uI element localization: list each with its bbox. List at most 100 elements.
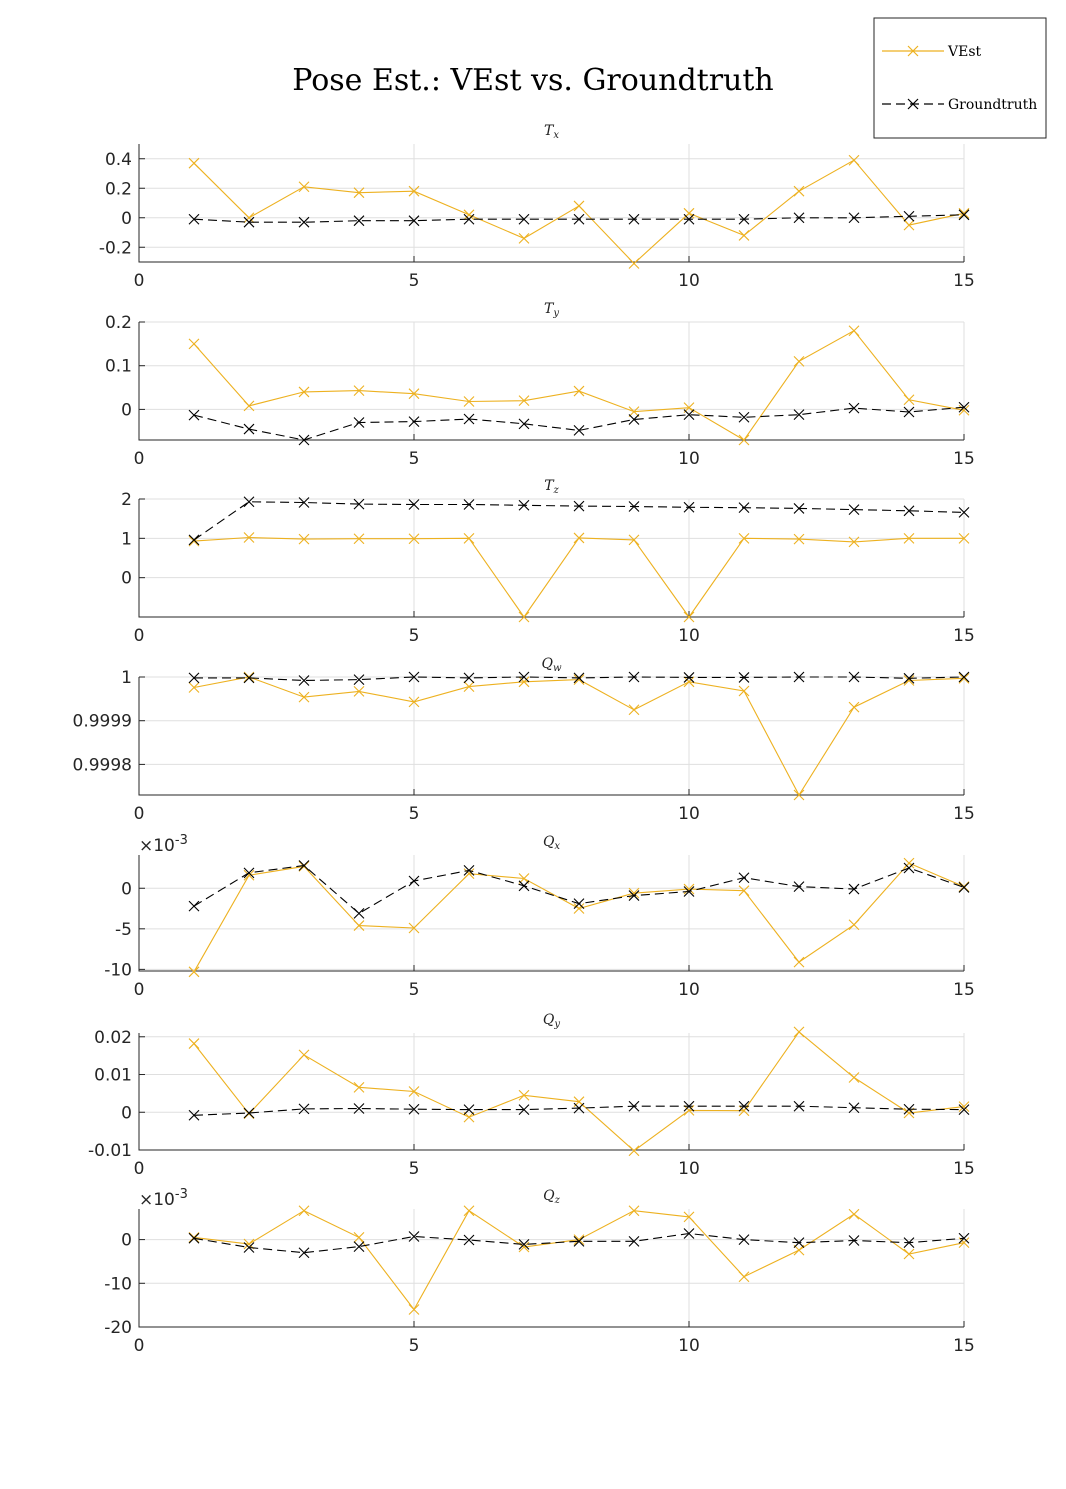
point-groundtruth-qw-5: [463, 672, 475, 684]
point-groundtruth-qy-0: [188, 1109, 200, 1121]
tick-label-y-ty-1: 0.1: [105, 357, 132, 377]
point-vest-tx-5: [463, 209, 475, 221]
point-vest-qw-2: [298, 691, 310, 703]
tick-label-x-tz-0: 0: [134, 626, 145, 646]
point-groundtruth-ty-5: [463, 413, 475, 425]
series-groundtruth-ty: [188, 401, 970, 446]
point-groundtruth-qz-12: [848, 1235, 860, 1246]
tick-label-x-tz-1: 5: [409, 626, 420, 646]
point-vest-ty-0: [188, 338, 200, 350]
point-vest-ty-3: [353, 385, 365, 397]
point-groundtruth-tz-13: [903, 505, 915, 517]
legend-label-groundtruth: Groundtruth: [948, 97, 1037, 113]
point-groundtruth-qz-3: [353, 1241, 365, 1252]
tick-label-x-qy-0: 0: [134, 1159, 145, 1179]
point-vest-qy-11: [793, 1026, 805, 1038]
point-vest-qw-12: [848, 701, 860, 713]
tick-label-y-qw-1: 0.9999: [73, 712, 132, 732]
point-groundtruth-tx-12: [848, 212, 860, 224]
point-groundtruth-qw-14: [958, 671, 970, 683]
point-vest-qz-8: [628, 1205, 640, 1217]
point-vest-tz-7: [573, 532, 585, 544]
point-vest-tz-1: [243, 532, 255, 543]
point-groundtruth-qy-11: [793, 1100, 805, 1112]
series-line-vest-qy: [193, 1031, 965, 1152]
point-groundtruth-tz-5: [463, 499, 475, 510]
exponent-label-qz: ×10-3: [139, 1187, 188, 1210]
point-groundtruth-qw-7: [573, 672, 585, 684]
point-vest-qz-10: [738, 1271, 750, 1283]
point-vest-qx-2: [298, 860, 310, 872]
point-groundtruth-ty-4: [408, 416, 420, 428]
tick-label-x-qy-1: 5: [409, 1159, 420, 1179]
point-vest-tx-1: [243, 212, 255, 224]
point-vest-qw-7: [573, 674, 585, 686]
tick-label-x-tx-0: 0: [134, 271, 145, 291]
point-groundtruth-qy-8: [628, 1100, 640, 1112]
point-vest-ty-11: [793, 355, 805, 367]
point-groundtruth-tx-7: [573, 213, 585, 225]
point-vest-qz-4: [408, 1304, 420, 1315]
tick-label-y-tx-3: 0.4: [105, 150, 132, 170]
point-groundtruth-tz-8: [628, 501, 640, 512]
series-vest-qx: [188, 857, 970, 978]
tick-label-x-qw-1: 5: [409, 804, 420, 824]
point-groundtruth-qx-12: [848, 883, 860, 895]
point-vest-qw-1: [243, 671, 255, 683]
point-groundtruth-qw-4: [408, 671, 420, 683]
point-groundtruth-qx-7: [573, 898, 585, 910]
point-vest-ty-12: [848, 325, 860, 337]
point-groundtruth-tx-1: [243, 216, 255, 228]
point-groundtruth-tz-6: [518, 499, 530, 511]
point-groundtruth-tx-13: [903, 210, 915, 222]
axes-tx: [138, 144, 964, 263]
point-groundtruth-qw-10: [738, 672, 750, 683]
point-groundtruth-qy-9: [683, 1100, 695, 1112]
axes-tz: [138, 499, 964, 618]
tick-label-y-qx-1: -5: [115, 920, 132, 940]
point-vest-tz-3: [353, 533, 365, 545]
series-groundtruth-tx: [188, 209, 970, 228]
legend-marker-groundtruth: [907, 98, 919, 110]
point-groundtruth-qz-1: [243, 1242, 255, 1253]
tick-label-x-qy-3: 15: [953, 1159, 975, 1179]
series-line-vest-ty: [193, 329, 965, 441]
point-vest-ty-8: [628, 406, 640, 417]
point-groundtruth-qz-2: [298, 1247, 310, 1259]
point-groundtruth-qx-1: [243, 867, 255, 879]
series-line-vest-qx: [193, 862, 965, 973]
point-groundtruth-ty-7: [573, 424, 585, 436]
point-groundtruth-qy-14: [958, 1104, 970, 1116]
point-vest-qz-0: [188, 1232, 200, 1243]
tick-label-x-qw-3: 15: [953, 804, 975, 824]
point-vest-tx-8: [628, 258, 640, 269]
point-groundtruth-ty-6: [518, 418, 530, 430]
series-groundtruth-qz: [188, 1228, 970, 1259]
point-vest-tx-2: [298, 181, 310, 193]
point-groundtruth-ty-14: [958, 401, 970, 413]
point-groundtruth-tx-11: [793, 212, 805, 224]
tick-label-x-tz-2: 10: [678, 626, 700, 646]
tick-label-x-tx-1: 5: [409, 271, 420, 291]
legend: VEst Groundtruth: [873, 17, 1047, 139]
point-groundtruth-ty-8: [628, 414, 640, 425]
series-groundtruth-qy: [188, 1100, 970, 1121]
series-groundtruth-qx: [188, 860, 970, 919]
point-vest-tx-4: [408, 185, 420, 197]
point-groundtruth-qw-1: [243, 672, 255, 684]
point-vest-qw-9: [683, 676, 695, 688]
tick-label-y-tx-2: 0.2: [105, 179, 132, 199]
point-groundtruth-ty-10: [738, 411, 750, 423]
subplot-title-qw: Qw: [541, 656, 561, 674]
point-groundtruth-tx-2: [298, 216, 310, 228]
point-vest-tz-5: [463, 532, 475, 544]
subplot-title-ty: Ty: [544, 301, 559, 319]
subplot-title-qx: Qx: [543, 834, 560, 852]
point-groundtruth-tx-8: [628, 213, 640, 225]
point-groundtruth-tz-14: [958, 506, 970, 518]
subplot-title-tz: Tz: [544, 478, 559, 496]
point-vest-qy-8: [628, 1145, 640, 1157]
point-vest-qw-11: [793, 789, 805, 801]
point-groundtruth-qw-13: [903, 672, 915, 684]
